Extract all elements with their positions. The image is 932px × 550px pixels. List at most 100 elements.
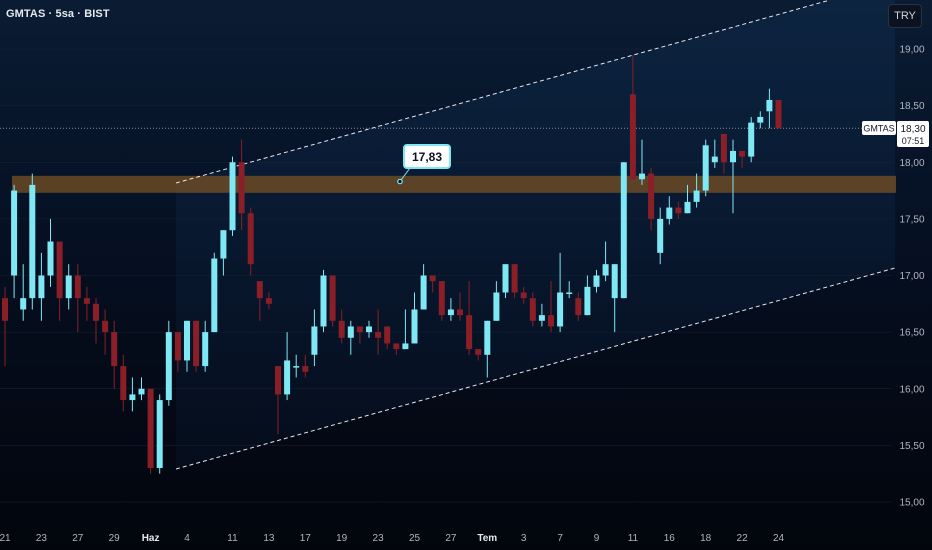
resistance-zone[interactable] bbox=[12, 175, 896, 193]
candle bbox=[657, 207, 664, 265]
candle bbox=[629, 54, 636, 180]
candle bbox=[56, 241, 63, 321]
y-tick-label: 17,50 bbox=[899, 214, 924, 225]
x-tick-label: 24 bbox=[773, 533, 785, 544]
candle bbox=[184, 320, 190, 372]
candle bbox=[347, 320, 354, 355]
candle-body bbox=[65, 275, 72, 299]
candle bbox=[2, 286, 8, 367]
x-tick-label: 16 bbox=[664, 533, 676, 544]
symbol-header[interactable]: GMTAS · 5sa · BIST bbox=[6, 8, 110, 20]
y-tick-label: 17,00 bbox=[899, 271, 924, 282]
candle bbox=[147, 388, 154, 474]
candle-body bbox=[93, 303, 99, 321]
candle bbox=[275, 366, 281, 435]
x-tick-label: 11 bbox=[628, 533, 639, 544]
candle-body bbox=[156, 400, 163, 469]
x-tick-label: 21 bbox=[0, 533, 11, 544]
candle-body bbox=[247, 213, 254, 265]
candle bbox=[566, 281, 573, 299]
candle bbox=[730, 139, 736, 214]
candle-body bbox=[229, 162, 236, 231]
candle bbox=[457, 292, 463, 321]
candle bbox=[602, 241, 609, 282]
price-badge-symbol: GMTAS bbox=[863, 124, 894, 134]
candle bbox=[102, 309, 109, 355]
candle bbox=[265, 292, 272, 310]
candle-body bbox=[238, 162, 245, 214]
candle-body bbox=[684, 201, 691, 214]
candle bbox=[739, 150, 746, 168]
candle-body bbox=[693, 190, 700, 202]
candle bbox=[775, 99, 782, 129]
candle-body bbox=[256, 281, 263, 299]
candle bbox=[648, 167, 655, 231]
candle-body bbox=[83, 298, 90, 304]
candle-body bbox=[38, 275, 45, 299]
y-tick-label: 16,00 bbox=[899, 384, 924, 395]
candle bbox=[675, 201, 682, 219]
candle-body bbox=[529, 298, 536, 321]
candle bbox=[702, 139, 709, 197]
x-tick-label: Haz bbox=[142, 533, 160, 544]
candle bbox=[129, 377, 136, 412]
x-tick-label: 11 bbox=[227, 533, 238, 544]
y-tick-label: 15,00 bbox=[899, 498, 924, 509]
candle bbox=[411, 292, 418, 344]
channel-lower-line[interactable] bbox=[175, 267, 896, 470]
candle-body bbox=[502, 264, 509, 293]
candle bbox=[711, 139, 718, 168]
candle-body bbox=[639, 173, 645, 180]
candle bbox=[83, 286, 90, 321]
x-tick-label: 18 bbox=[700, 533, 712, 544]
x-tick-label: 17 bbox=[300, 533, 312, 544]
candle bbox=[666, 196, 673, 225]
price-axis[interactable]: 15,00 15,50 16,00 16,50 17,00 17,50 18,00 18,50… bbox=[899, 45, 924, 509]
callout-anchor bbox=[397, 178, 403, 185]
candle-body bbox=[511, 264, 518, 293]
candle-body bbox=[11, 190, 18, 276]
candle bbox=[174, 332, 181, 372]
candle-body bbox=[575, 298, 582, 316]
candle-body bbox=[184, 320, 190, 361]
price-badge-symbol-box bbox=[862, 121, 896, 135]
candle bbox=[238, 139, 245, 231]
candle-body bbox=[730, 150, 736, 163]
x-tick-label: 25 bbox=[409, 533, 421, 544]
candle-body bbox=[757, 116, 764, 123]
candle bbox=[593, 269, 600, 293]
x-tick-label: 23 bbox=[373, 533, 385, 544]
candle-body bbox=[548, 315, 554, 327]
candle bbox=[529, 292, 536, 327]
price-callout[interactable]: 17,83 bbox=[397, 144, 451, 185]
x-tick-label: 19 bbox=[336, 533, 348, 544]
candle-body bbox=[493, 292, 500, 321]
candle bbox=[639, 139, 645, 185]
candle bbox=[338, 309, 345, 344]
candle bbox=[47, 218, 54, 287]
candle bbox=[65, 264, 72, 310]
candle-body bbox=[356, 326, 363, 333]
candle bbox=[93, 298, 99, 344]
currency-button[interactable]: TRY bbox=[888, 4, 922, 28]
candle-body bbox=[147, 388, 154, 469]
candle bbox=[256, 281, 263, 321]
candle bbox=[247, 207, 254, 276]
channel-upper-line[interactable] bbox=[175, 0, 831, 184]
candle-body bbox=[629, 94, 636, 180]
candle-body bbox=[566, 292, 573, 294]
candle-body bbox=[748, 122, 755, 157]
candle bbox=[420, 264, 427, 310]
candle-body bbox=[120, 366, 127, 401]
candle bbox=[11, 184, 18, 299]
candle-body bbox=[766, 99, 773, 112]
candle bbox=[375, 309, 382, 355]
candle bbox=[211, 252, 218, 333]
candle bbox=[202, 320, 209, 372]
candle bbox=[165, 320, 172, 406]
time-axis[interactable]: 21 23 27 29 Haz 4 11 13 17 19 23 25 27 Tem 3 7 9 11 16 18 22… bbox=[0, 533, 784, 544]
candle bbox=[520, 286, 527, 304]
candle-body bbox=[111, 332, 118, 367]
candle-body bbox=[520, 292, 527, 299]
